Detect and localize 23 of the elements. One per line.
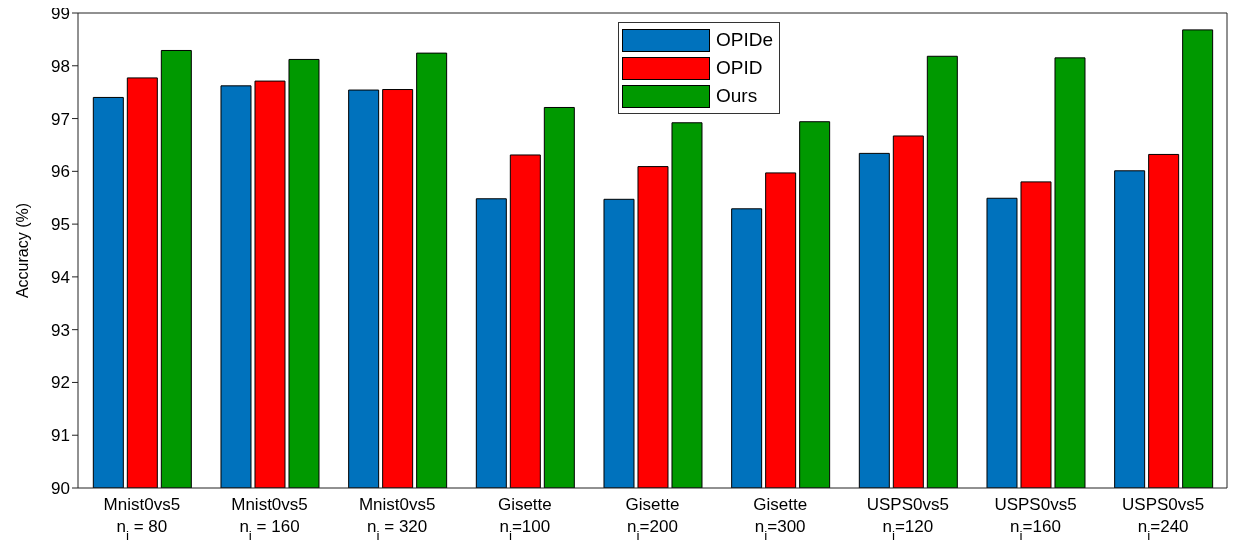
x-tick-label: USPS0vs5 n$_{i}$=240	[1122, 495, 1205, 543]
x-tick-label: Gisette n$_{i}$=200	[625, 495, 680, 543]
y-tick-label: 92	[51, 373, 70, 393]
x-tick-label: USPS0vs5 n$_{i}$=160	[994, 495, 1077, 543]
y-tick-label: 97	[51, 109, 70, 129]
legend-label: OPID	[716, 57, 763, 79]
y-tick-label: 98	[51, 56, 70, 76]
y-tick-label: 93	[51, 320, 70, 340]
y-tick-label: 91	[51, 426, 70, 446]
y-tick-label: 95	[51, 215, 70, 235]
y-tick-label: 96	[51, 162, 70, 182]
x-tick-label: Mnist0vs5 n$_{i}$ = 320	[358, 495, 436, 543]
y-tick-label: 90	[51, 479, 70, 499]
x-tick-label: Mnist0vs5 n$_{i}$ = 160	[231, 495, 308, 543]
x-tick-label: Gisette n$_{i}$=100	[497, 495, 552, 543]
x-tick-label: Mnist0vs5 n$_{i}$ = 80	[103, 495, 181, 543]
x-tick-label: Gisette n$_{i}$=300	[753, 495, 808, 543]
y-tick-label: 94	[51, 267, 70, 287]
x-tick-label: USPS0vs5 n$_{i}$=120	[866, 495, 949, 543]
y-tick-label: 99	[51, 4, 70, 24]
legend-label: Ours	[716, 85, 758, 107]
y-axis-title: Accuracy (%)	[13, 202, 31, 299]
legend-label: OPIDe	[716, 29, 774, 51]
